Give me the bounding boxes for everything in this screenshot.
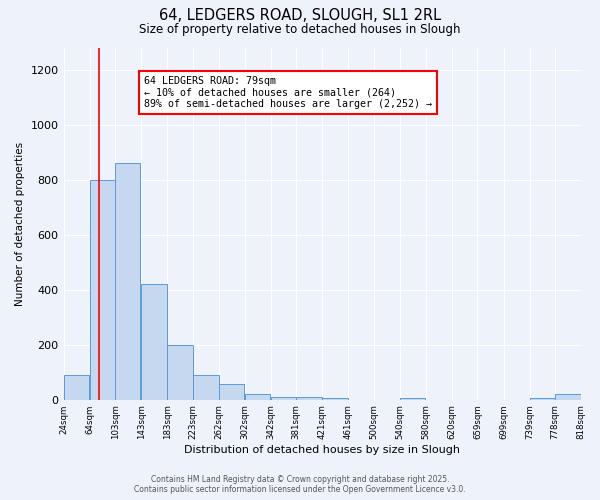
X-axis label: Distribution of detached houses by size in Slough: Distribution of detached houses by size …	[184, 445, 460, 455]
Y-axis label: Number of detached properties: Number of detached properties	[15, 142, 25, 306]
Bar	[296, 397, 322, 400]
Bar	[555, 394, 581, 400]
Bar	[400, 398, 425, 400]
Text: Size of property relative to detached houses in Slough: Size of property relative to detached ho…	[139, 22, 461, 36]
Bar	[271, 397, 296, 400]
Bar	[245, 394, 270, 400]
Bar	[115, 163, 140, 400]
Bar	[141, 284, 167, 400]
Bar	[89, 180, 115, 400]
Bar	[322, 398, 348, 400]
Bar	[167, 344, 193, 400]
Text: Contains HM Land Registry data © Crown copyright and database right 2025.
Contai: Contains HM Land Registry data © Crown c…	[134, 474, 466, 494]
Bar	[530, 398, 555, 400]
Text: 64 LEDGERS ROAD: 79sqm
← 10% of detached houses are smaller (264)
89% of semi-de: 64 LEDGERS ROAD: 79sqm ← 10% of detached…	[143, 76, 431, 109]
Bar	[218, 384, 244, 400]
Bar	[64, 375, 89, 400]
Text: 64, LEDGERS ROAD, SLOUGH, SL1 2RL: 64, LEDGERS ROAD, SLOUGH, SL1 2RL	[159, 8, 441, 22]
Bar	[193, 375, 218, 400]
